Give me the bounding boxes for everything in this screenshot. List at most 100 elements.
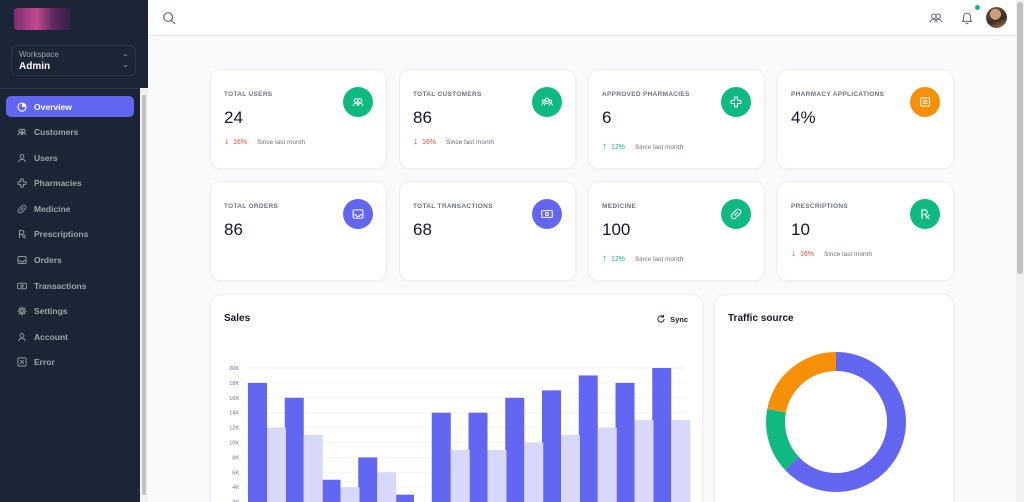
top-bar bbox=[148, 0, 1016, 36]
sales-bar-series-2[interactable] bbox=[524, 442, 544, 502]
y-tick-label: 2K bbox=[232, 500, 239, 502]
y-tick-label: 16K bbox=[229, 396, 239, 402]
sidebar-item-account[interactable]: Account bbox=[6, 326, 134, 347]
trend-percent: 12% bbox=[611, 143, 626, 151]
rx-icon bbox=[910, 199, 940, 229]
sales-bar-series-1[interactable] bbox=[468, 412, 488, 502]
pill-icon bbox=[16, 203, 28, 215]
sales-bar-series-2[interactable] bbox=[561, 435, 580, 502]
users-icon bbox=[343, 87, 373, 117]
sales-bar-series-2[interactable] bbox=[671, 420, 691, 502]
traffic-donut-chart bbox=[766, 352, 906, 492]
sidebar-item-label: Overview bbox=[34, 101, 72, 112]
arrow-down-icon: ↓ bbox=[224, 136, 229, 147]
stat-value: 4% bbox=[791, 108, 816, 127]
sales-bar-series-1[interactable] bbox=[321, 479, 341, 502]
sales-bar-series-1[interactable] bbox=[431, 412, 451, 502]
trend-caption: Since last month bbox=[635, 255, 684, 263]
chevron-up-down-icon: ⌃ ⌄ bbox=[122, 53, 129, 69]
y-tick-label: 6K bbox=[232, 470, 239, 476]
trend-caption: Since last month bbox=[257, 138, 306, 146]
stat-value: 24 bbox=[224, 108, 243, 127]
trend-percent: 16% bbox=[800, 250, 815, 258]
sales-bar-series-2[interactable] bbox=[450, 449, 470, 502]
sales-bar-series-2[interactable] bbox=[487, 449, 507, 502]
sidebar-item-label: Settings bbox=[34, 306, 68, 317]
stat-trend: ↓ 16% Since last month bbox=[791, 248, 873, 259]
sidebar: Workspace Admin ⌃ ⌄ Overview Customers User… bbox=[0, 0, 148, 502]
trend-percent: 12% bbox=[611, 255, 626, 263]
sidebar-item-customers[interactable]: Customers bbox=[6, 122, 134, 143]
sidebar-item-error[interactable]: Error bbox=[6, 352, 134, 373]
sidebar-item-transactions[interactable]: Transactions bbox=[6, 275, 134, 296]
sales-bar-chart: 20K 18K 16K 14K 12K 10K 8K 6K 4K 2K bbox=[229, 366, 691, 502]
x-square-icon bbox=[16, 356, 28, 368]
sales-bar-series-1[interactable] bbox=[505, 397, 525, 502]
trend-caption: Since last month bbox=[446, 138, 495, 146]
sidebar-item-users[interactable]: Users bbox=[6, 147, 134, 168]
traffic-slice-2[interactable] bbox=[766, 408, 799, 470]
sync-button[interactable]: Sync bbox=[656, 314, 688, 324]
sidebar-item-overview[interactable]: Overview bbox=[6, 96, 134, 117]
sidebar-item-label: Transactions bbox=[34, 280, 87, 291]
stat-value: 100 bbox=[602, 220, 631, 239]
search-icon[interactable] bbox=[162, 11, 176, 25]
y-tick-label: 10K bbox=[229, 441, 239, 447]
sales-bar-series-1[interactable] bbox=[578, 375, 598, 502]
trend-caption: Since last month bbox=[824, 250, 873, 258]
list-icon bbox=[910, 87, 940, 117]
stat-card-total-users: Total Users 24 ↓ 16% Since last month bbox=[210, 69, 387, 169]
sales-card: Sales Sync 20K 18K 16K 14K 12K 10K 8K 6K 4K 2K bbox=[210, 294, 703, 502]
traffic-slice-3[interactable] bbox=[767, 352, 836, 413]
plus-cross-icon bbox=[16, 177, 28, 189]
y-tick-label: 8K bbox=[232, 455, 239, 461]
sidebar-item-orders[interactable]: Orders bbox=[6, 250, 134, 271]
user-icon bbox=[16, 331, 28, 343]
plus-cross-icon bbox=[721, 87, 751, 117]
banknote-icon bbox=[16, 280, 28, 292]
users-icon bbox=[16, 126, 28, 138]
sidebar-item-medicine[interactable]: Medicine bbox=[6, 198, 134, 219]
sidebar-item-pharmacies[interactable]: Pharmacies bbox=[6, 173, 134, 194]
stat-card-prescriptions: Prescriptions 10 ↓ 16% Since last month bbox=[777, 181, 954, 281]
sales-bar-series-2[interactable] bbox=[597, 427, 617, 502]
sidebar-item-prescriptions[interactable]: Prescriptions bbox=[6, 224, 134, 245]
y-tick-label: 4K bbox=[232, 485, 239, 491]
sales-bar-series-1[interactable] bbox=[248, 382, 267, 502]
sales-bar-series-2[interactable] bbox=[340, 487, 360, 502]
sales-bar-series-1[interactable] bbox=[358, 457, 378, 502]
sales-bar-series-2[interactable] bbox=[377, 472, 397, 502]
sales-bar-series-1[interactable] bbox=[542, 390, 561, 502]
contacts-icon[interactable] bbox=[929, 11, 943, 25]
sales-bar-series-1[interactable] bbox=[284, 397, 304, 502]
stat-trend: ↓ 16% Since last month bbox=[224, 136, 306, 147]
sidebar-item-settings[interactable]: Settings bbox=[6, 301, 134, 322]
sync-label: Sync bbox=[670, 314, 688, 324]
sales-bar-series-2[interactable] bbox=[303, 435, 323, 502]
trend-percent: 16% bbox=[233, 138, 248, 146]
sales-bar-series-2[interactable] bbox=[634, 420, 654, 502]
sales-bar-series-1[interactable] bbox=[652, 368, 672, 502]
trend-percent: 16% bbox=[422, 138, 437, 146]
sales-bar-series-1[interactable] bbox=[395, 494, 414, 502]
brand-logo[interactable] bbox=[14, 8, 70, 30]
sidebar-item-label: Pharmacies bbox=[34, 178, 82, 189]
sidebar-divider bbox=[0, 88, 148, 89]
stat-title: Prescriptions bbox=[791, 203, 848, 210]
page-scrollbar-thumb[interactable] bbox=[1017, 2, 1023, 274]
sales-bar-series-2[interactable] bbox=[267, 427, 286, 502]
bell-icon[interactable] bbox=[960, 10, 974, 25]
sales-bar-series-1[interactable] bbox=[615, 382, 635, 502]
sidebar-nav: Overview Customers Users Pharmacies Medicine… bbox=[6, 96, 134, 378]
traffic-slice-1[interactable] bbox=[784, 352, 906, 492]
workspace-selector[interactable]: Workspace Admin ⌃ ⌄ bbox=[11, 45, 136, 76]
banknote-icon bbox=[532, 199, 562, 229]
stat-value: 86 bbox=[224, 220, 243, 239]
stat-card-total-customers: Total Customers 86 ↓ 16% Since last mont… bbox=[399, 69, 576, 169]
sidebar-item-label: Users bbox=[34, 152, 58, 163]
sidebar-scrollbar-thumb[interactable] bbox=[142, 95, 146, 495]
avatar[interactable] bbox=[986, 7, 1007, 28]
sidebar-item-label: Error bbox=[34, 357, 55, 368]
arrow-down-icon: ↓ bbox=[791, 248, 796, 259]
traffic-title: Traffic source bbox=[728, 313, 794, 324]
